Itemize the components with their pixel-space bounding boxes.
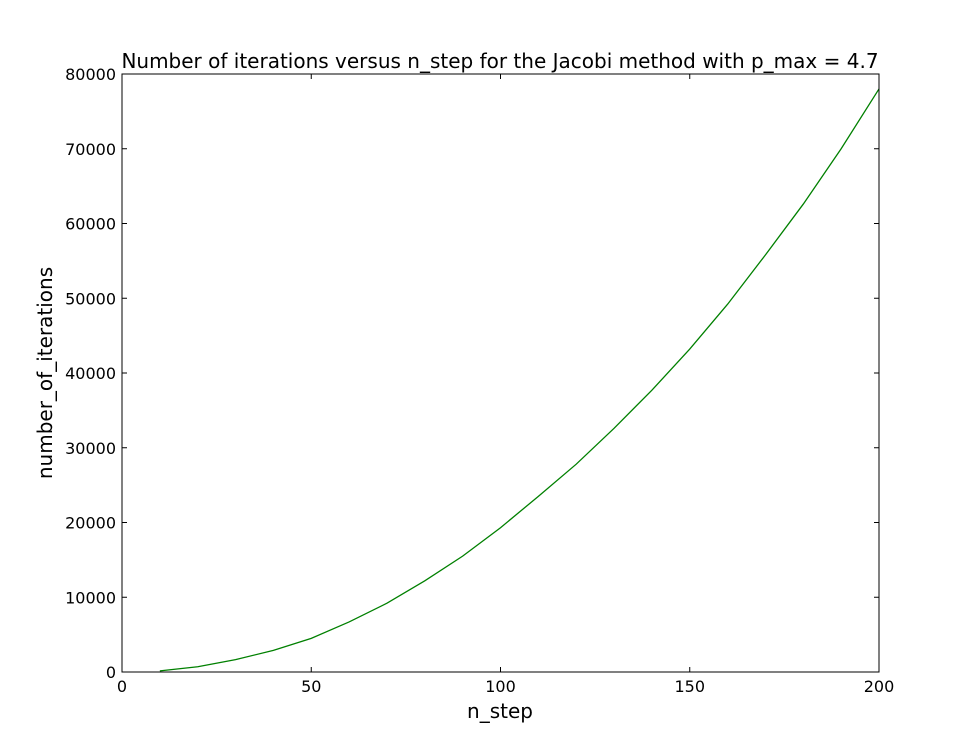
chart-title: Number of iterations versus n_step for t… [121, 49, 878, 73]
series-line-0 [159, 88, 880, 672]
x-tick-label: 100 [485, 677, 516, 696]
x-tick-label: 200 [864, 677, 895, 696]
plot-frame [121, 73, 880, 673]
x-tick-label: 0 [117, 677, 127, 696]
y-tick-label: 10000 [65, 588, 116, 607]
y-axis-label: number_of_iterations [33, 267, 57, 479]
y-tick-label: 50000 [65, 289, 116, 308]
plot-area: 0 50 100 150 200 0 10000 20000 30000 40000 50000 60… [65, 65, 894, 696]
y-tick-label: 40000 [65, 364, 116, 383]
y-tick-label: 30000 [65, 439, 116, 458]
x-axis-label: n_step [467, 699, 533, 723]
x-tick-label: 150 [674, 677, 705, 696]
y-tick-label: 60000 [65, 215, 116, 234]
y-tick-label: 80000 [65, 65, 116, 84]
y-tick-label: 0 [106, 663, 116, 682]
x-tick-label: 50 [301, 677, 321, 696]
y-tick-label: 20000 [65, 514, 116, 533]
y-tick-label: 70000 [65, 140, 116, 159]
